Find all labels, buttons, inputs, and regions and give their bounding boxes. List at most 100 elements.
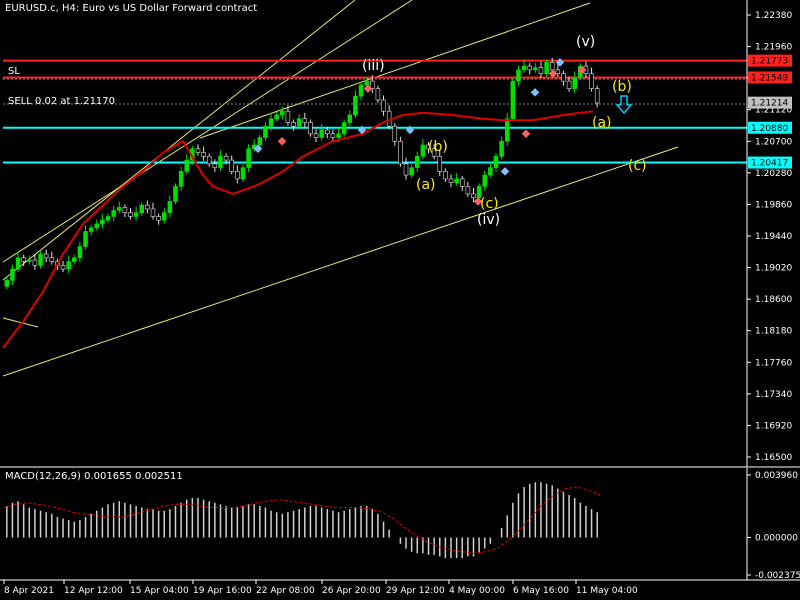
candle-body (27, 259, 32, 262)
candle-body (437, 156, 443, 172)
price-tick-label: 1.20700 (755, 137, 792, 147)
time-tick-label: 22 Apr 08:00 (256, 586, 315, 596)
candle-body (572, 77, 577, 89)
candle-body (482, 174, 488, 187)
candle-body (145, 204, 150, 210)
candle-body (488, 167, 493, 176)
candle-body (38, 253, 43, 266)
price-tags: 1.21773 1.21549 1.21214 1.20880 1.20417 (748, 54, 792, 169)
candle-body (105, 216, 111, 221)
macd-tick-label: 0.000000 (755, 534, 798, 544)
price-tag-label: 1.21549 (751, 73, 788, 83)
wave-label-a2: (a) (592, 115, 612, 131)
candle-body (443, 171, 448, 180)
wave-label-v: (v) (576, 34, 596, 50)
candle-body (308, 122, 313, 135)
trendline-channel-top[interactable] (199, 2, 591, 139)
candle-body (544, 62, 549, 74)
time-tick-label: 29 Apr 12:00 (386, 586, 445, 596)
candle-body (128, 212, 133, 217)
trendlines (2, 0, 679, 377)
candle-body (499, 140, 504, 157)
trendline-stub[interactable] (2, 317, 39, 328)
wave-label-c2: (c) (628, 158, 647, 174)
candle-body (448, 178, 454, 183)
price-tag-label: 1.20417 (751, 159, 788, 169)
candle-body (555, 69, 561, 74)
candle-body (454, 178, 459, 183)
candle-body (527, 65, 532, 71)
candle-body (285, 110, 291, 123)
price-tag-box (748, 156, 792, 169)
candle-body (392, 125, 398, 142)
candle-body (139, 204, 145, 213)
candle-body (431, 148, 437, 157)
time-tick-label: 11 May 04:00 (576, 586, 638, 596)
price-tick-label: 1.19020 (755, 264, 792, 274)
candle-body (184, 159, 190, 172)
candle-body (465, 186, 471, 195)
candle-body (94, 223, 100, 229)
time-axis: 8 Apr 2021 12 Apr 12:00 15 Apr 04:00 19 Apr… (3, 580, 638, 596)
candle-body (246, 148, 251, 168)
candle-body (589, 73, 594, 89)
candle-body (77, 246, 83, 259)
trendline-upper-2[interactable] (2, 0, 356, 281)
candle-body (43, 253, 49, 259)
trendline-upper-1[interactable] (2, 0, 413, 263)
candle-body (167, 201, 173, 213)
candlestick-series (4, 57, 600, 290)
candle-body (49, 257, 55, 262)
candle-body (291, 122, 296, 127)
price-tick-label: 1.20280 (755, 169, 792, 179)
price-tick-label: 1.21120 (755, 106, 792, 116)
candle-body (88, 227, 94, 232)
candle-body (195, 148, 201, 153)
candle-body (476, 186, 482, 198)
candle-body (516, 69, 521, 82)
candle-body (72, 257, 77, 262)
horizontal-lines (3, 59, 747, 164)
candle-body (296, 118, 302, 127)
candle-body (358, 84, 364, 97)
candle-body (83, 231, 88, 247)
candle-body (229, 159, 234, 172)
trade-marker (253, 144, 263, 154)
time-tick-label: 8 Apr 2021 (4, 586, 54, 596)
price-tick-label: 1.21960 (755, 43, 792, 53)
macd-label: MACD(12,26,9) 0.001655 0.002511 (5, 471, 183, 482)
wave-label-b2: (b) (612, 79, 632, 95)
candle-body (398, 140, 403, 165)
sl-label: SL (8, 66, 20, 77)
price-tick-label: 1.17340 (755, 390, 792, 400)
time-tick-label: 26 Apr 20:00 (322, 586, 381, 596)
candle-body (549, 62, 555, 71)
candle-body (538, 67, 544, 74)
candle-body (409, 167, 414, 176)
price-tick-label: 1.16920 (755, 421, 792, 431)
candle-body (122, 207, 128, 213)
moving-average-line (2, 110, 594, 349)
time-tick-label: 15 Apr 04:00 (130, 586, 189, 596)
trade-marker (473, 197, 483, 206)
trade-marker (363, 84, 373, 93)
candle-body (240, 167, 246, 180)
price-tick-label: 1.18180 (755, 327, 792, 337)
trendline-channel-bottom[interactable] (2, 146, 679, 377)
wave-label-b1: (b) (428, 139, 448, 155)
macd-signal-line (3, 486, 601, 554)
candle-body (218, 156, 223, 168)
chart-title: EURUSD.c, H4: Euro vs US Dollar Forward … (5, 3, 258, 14)
candle-body (257, 137, 263, 146)
candle-body (313, 133, 319, 138)
wave-label-iv: (iv) (477, 212, 501, 228)
candle-body (116, 207, 122, 211)
macd-panel (3, 482, 601, 559)
candle-body (375, 88, 381, 101)
time-tick-label: 19 Apr 16:00 (193, 586, 252, 596)
candle-body (223, 156, 229, 161)
price-tag-box (748, 71, 792, 84)
candle-body (566, 80, 572, 89)
